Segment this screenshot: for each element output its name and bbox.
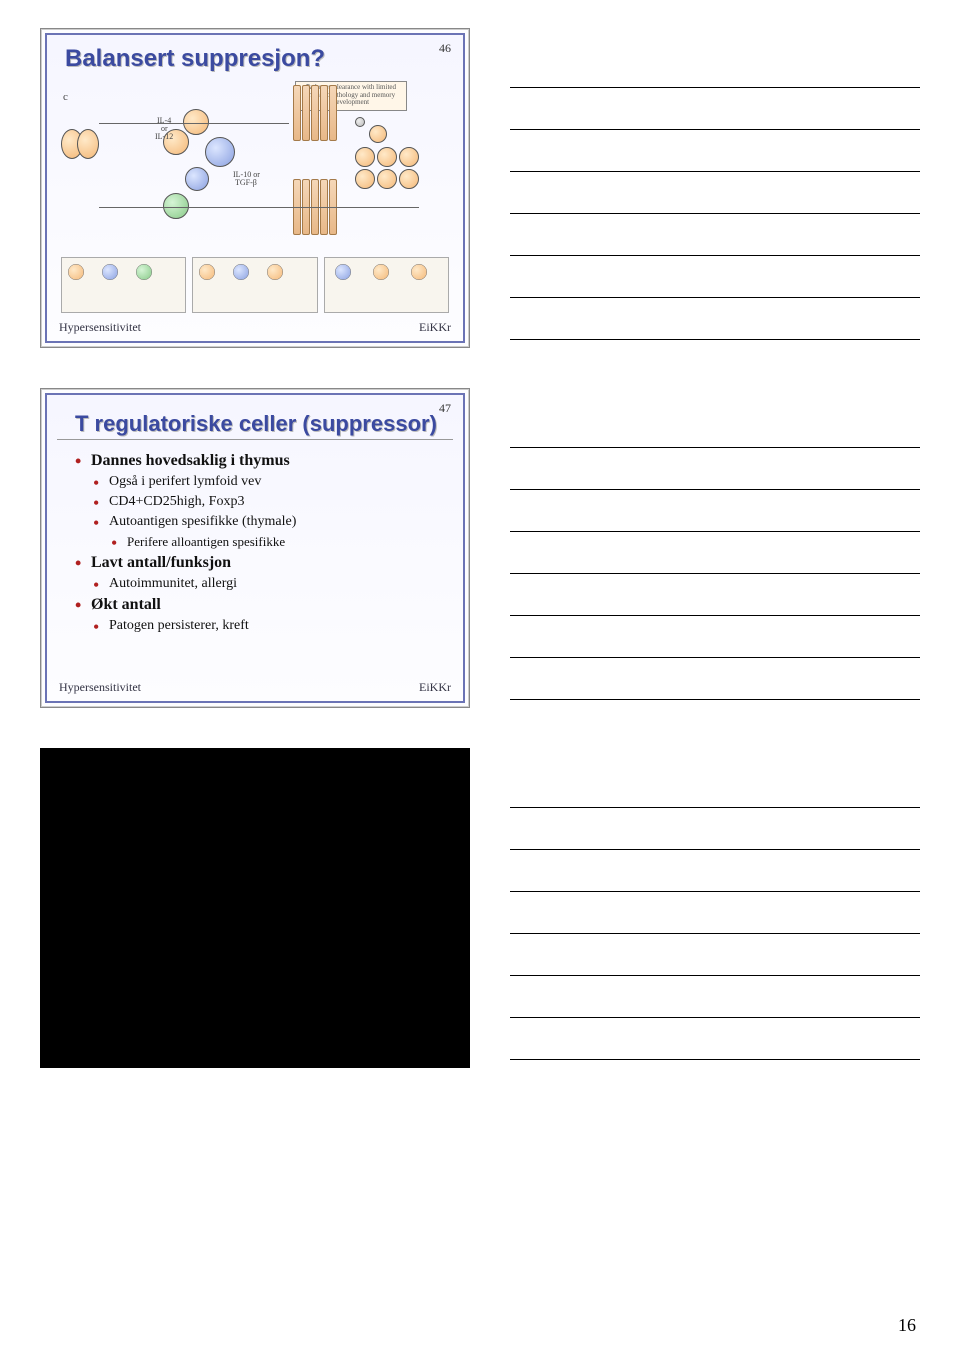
note-line bbox=[510, 616, 920, 658]
slide-2-footer: Hypersensitivitet EiKKr bbox=[47, 680, 463, 695]
slide-2-inner: 47 T regulatoriske celler (suppressor) D… bbox=[45, 393, 465, 703]
slide-3-black bbox=[40, 748, 470, 1068]
note-line bbox=[510, 490, 920, 532]
dot-r bbox=[355, 117, 365, 127]
note-line bbox=[510, 532, 920, 574]
cell-r1 bbox=[355, 147, 375, 167]
cell-r6 bbox=[399, 169, 419, 189]
slide-1-diagram: Pathogen clearance with limited immunopa… bbox=[55, 81, 455, 319]
row-1: 46 Balansert suppresjon? Pathogen cleara… bbox=[40, 28, 920, 348]
note-line bbox=[510, 892, 920, 934]
bullet: CD4+CD25high, Foxp3 bbox=[93, 494, 451, 510]
slide-2-bullets: Dannes hovedsaklig i thymus Også i perif… bbox=[47, 440, 463, 638]
bullet: Autoantigen spesifikke (thymale) bbox=[93, 514, 451, 530]
slide-1-footer: Hypersensitivitet EiKKr bbox=[47, 320, 463, 335]
cell-r2 bbox=[377, 147, 397, 167]
bullet: Økt antall bbox=[75, 596, 451, 614]
bullet: Dannes hovedsaklig i thymus bbox=[75, 452, 451, 470]
slide-1: 46 Balansert suppresjon? Pathogen cleara… bbox=[40, 28, 470, 348]
row-2: 47 T regulatoriske celler (suppressor) D… bbox=[40, 388, 920, 708]
arrow-top bbox=[99, 123, 289, 124]
cell-blue-dc bbox=[205, 137, 235, 167]
note-line bbox=[510, 298, 920, 340]
notes-2 bbox=[510, 388, 920, 708]
note-line bbox=[510, 1018, 920, 1060]
cell-r5 bbox=[377, 169, 397, 189]
note-line bbox=[510, 850, 920, 892]
note-line bbox=[510, 976, 920, 1018]
bullet: Patogen persisterer, kreft bbox=[93, 618, 451, 634]
note-line bbox=[510, 406, 920, 448]
slide-1-title: Balansert suppresjon? bbox=[47, 35, 463, 77]
page: 46 Balansert suppresjon? Pathogen cleara… bbox=[0, 0, 960, 1358]
note-line bbox=[510, 88, 920, 130]
notes-1 bbox=[510, 28, 920, 348]
bullet: Også i perifert lymfoid vev bbox=[93, 474, 451, 490]
organ-lobe-2 bbox=[77, 129, 99, 159]
note-line bbox=[510, 172, 920, 214]
slide-2-footer-right: EiKKr bbox=[419, 680, 451, 695]
page-number: 16 bbox=[898, 1315, 916, 1336]
note-line bbox=[510, 448, 920, 490]
note-line bbox=[510, 934, 920, 976]
label-tgf: TGF-β bbox=[235, 179, 257, 188]
bullet: Autoimmunitet, allergi bbox=[93, 576, 451, 592]
epithelium-top bbox=[293, 85, 337, 141]
row-3 bbox=[40, 748, 920, 1068]
note-line bbox=[510, 766, 920, 808]
notes-3 bbox=[510, 748, 920, 1068]
bullet: Lavt antall/funksjon bbox=[75, 554, 451, 572]
slide-2-footer-left: Hypersensitivitet bbox=[59, 680, 141, 695]
cell-r3 bbox=[399, 147, 419, 167]
note-line bbox=[510, 214, 920, 256]
cell-r7 bbox=[369, 125, 387, 143]
mini-panel-a bbox=[61, 257, 186, 313]
slide-1-footer-right: EiKKr bbox=[419, 320, 451, 335]
mini-panel-c bbox=[324, 257, 449, 313]
cell-r4 bbox=[355, 169, 375, 189]
mini-panels bbox=[61, 257, 449, 313]
slide-1-inner: 46 Balansert suppresjon? Pathogen cleara… bbox=[45, 33, 465, 343]
slide-1-number: 46 bbox=[439, 41, 451, 56]
note-line bbox=[510, 256, 920, 298]
slide-1-footer-left: Hypersensitivitet bbox=[59, 320, 141, 335]
arrow-bottom bbox=[99, 207, 419, 208]
slide-2-number: 47 bbox=[439, 401, 451, 416]
note-line bbox=[510, 130, 920, 172]
cell-green bbox=[163, 193, 189, 219]
panel-letter-c: c bbox=[63, 91, 68, 103]
note-line bbox=[510, 574, 920, 616]
cell-peach-1 bbox=[183, 109, 209, 135]
note-line bbox=[510, 46, 920, 88]
bullet: Perifere alloantigen spesifikke bbox=[111, 534, 451, 550]
slide-2: 47 T regulatoriske celler (suppressor) D… bbox=[40, 388, 470, 708]
mini-panel-b bbox=[192, 257, 317, 313]
note-line bbox=[510, 658, 920, 700]
slide-2-title: T regulatoriske celler (suppressor) bbox=[57, 401, 453, 440]
label-il12: IL-12 bbox=[155, 133, 173, 142]
note-line bbox=[510, 808, 920, 850]
cell-blue-2 bbox=[185, 167, 209, 191]
